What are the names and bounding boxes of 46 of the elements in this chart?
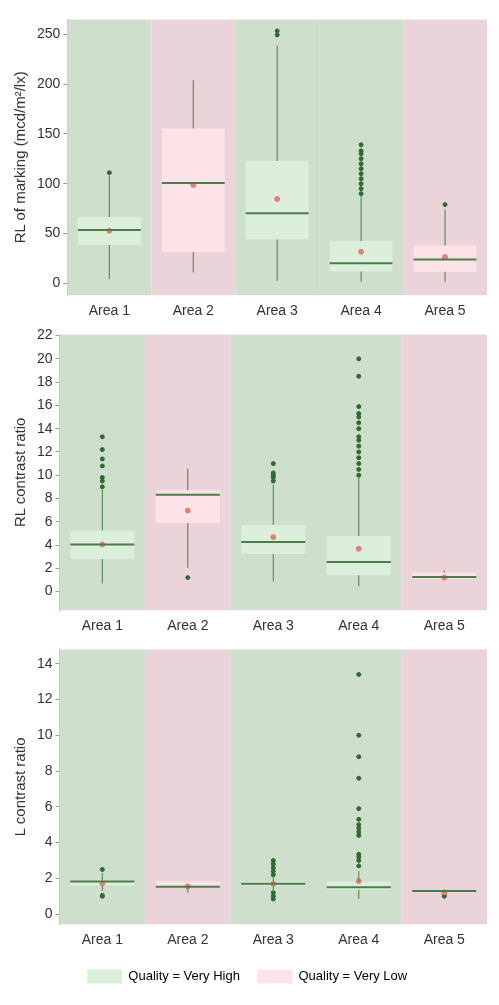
y-axis-title: L contrast ratio xyxy=(11,737,29,837)
x-tick-label: Area 2 xyxy=(172,302,215,319)
x-tick-label: Area 3 xyxy=(252,931,295,948)
x-tick-label: Area 2 xyxy=(167,931,209,948)
y-tick-label: 0 xyxy=(44,905,53,922)
x-tick-label: Area 2 xyxy=(167,617,209,634)
x-tick-label: Area 5 xyxy=(423,931,466,948)
y-tick-label: 2 xyxy=(44,869,53,886)
y-tick-label: 18 xyxy=(36,372,53,389)
y-tick-label: 20 xyxy=(36,349,53,366)
x-tick-label: Area 5 xyxy=(423,617,466,634)
legend-label: Quality = Very High xyxy=(128,968,240,984)
y-tick-label: 6 xyxy=(44,797,53,814)
y-tick-label: 4 xyxy=(44,833,53,850)
y-axis-title: RL contrast ratio xyxy=(11,417,29,528)
x-tick-label: Area 3 xyxy=(252,617,295,634)
x-tick-label: Area 1 xyxy=(81,931,124,948)
y-axis-title: RL of marking (mcd/m²/lx) xyxy=(11,71,29,244)
x-tick-label: Area 4 xyxy=(338,931,380,948)
y-tick-label: 10 xyxy=(36,726,53,743)
y-tick-label: 8 xyxy=(44,761,53,778)
y-tick-label: 150 xyxy=(37,124,61,141)
x-tick-label: Area 4 xyxy=(340,302,382,319)
y-tick-label: 0 xyxy=(44,582,53,599)
y-tick-label: 12 xyxy=(36,442,53,459)
y-tick-label: 12 xyxy=(36,690,53,707)
y-tick-label: 8 xyxy=(44,489,53,506)
y-tick-label: 50 xyxy=(44,224,61,241)
y-tick-label: 2 xyxy=(44,559,53,576)
y-tick-label: 10 xyxy=(36,466,53,483)
x-tick-label: Area 1 xyxy=(88,302,131,319)
y-tick-label: 16 xyxy=(36,396,53,413)
y-tick-label: 4 xyxy=(44,535,53,552)
x-tick-label: Area 1 xyxy=(81,617,124,634)
x-tick-label: Area 4 xyxy=(338,617,380,634)
y-tick-label: 6 xyxy=(44,512,53,529)
y-tick-label: 250 xyxy=(37,25,61,42)
x-tick-label: Area 3 xyxy=(256,302,299,319)
y-tick-label: 14 xyxy=(36,654,53,671)
y-tick-label: 14 xyxy=(36,419,53,436)
x-tick-label: Area 5 xyxy=(424,302,466,319)
y-tick-label: 200 xyxy=(37,74,61,91)
y-tick-label: 100 xyxy=(37,174,61,191)
y-tick-label: 22 xyxy=(36,326,53,343)
legend-label: Quality = Very Low xyxy=(298,968,408,984)
y-tick-label: 0 xyxy=(52,274,61,291)
